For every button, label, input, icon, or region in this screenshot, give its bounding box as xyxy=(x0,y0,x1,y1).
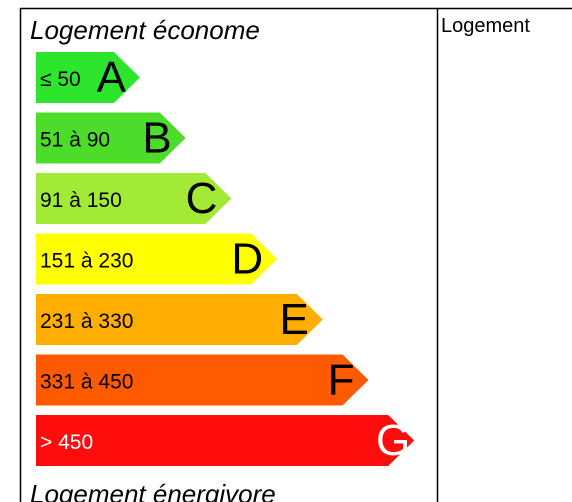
band-arrow xyxy=(36,415,415,466)
band-arrow xyxy=(36,173,232,224)
band-range: 231 à 330 xyxy=(40,310,133,333)
band-range: 51 à 90 xyxy=(40,129,110,152)
band-range: > 450 xyxy=(40,431,93,454)
band-arrow xyxy=(36,112,186,164)
band-letter: G xyxy=(376,416,410,465)
band-range: 151 à 230 xyxy=(40,250,133,273)
band-arrow xyxy=(36,52,140,103)
band-range: 91 à 150 xyxy=(40,189,122,212)
band-range: 331 à 450 xyxy=(40,371,133,394)
band-letter: B xyxy=(142,114,171,163)
side-title: Logement xyxy=(441,15,530,37)
band-letter: C xyxy=(186,174,218,223)
band-arrow xyxy=(36,233,278,285)
footer-title: Logement énergivore xyxy=(30,479,276,502)
band-range: ≤ 50 xyxy=(40,68,81,91)
band-letter: E xyxy=(279,295,308,344)
band-letter: D xyxy=(231,235,263,284)
band-letter: A xyxy=(97,53,127,102)
band-arrow xyxy=(36,354,369,406)
header-title: Logement économe xyxy=(30,15,260,45)
band-letter: F xyxy=(328,356,355,405)
band-arrow xyxy=(36,294,323,345)
